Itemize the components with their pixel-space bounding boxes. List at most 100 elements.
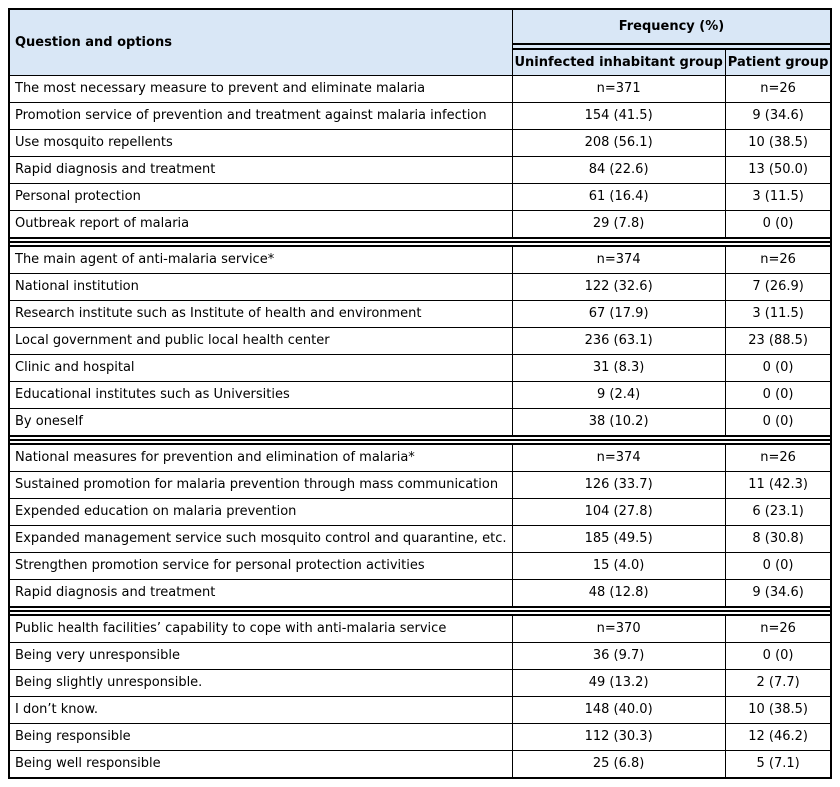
section-separator-row	[8, 606, 832, 616]
option-row: Educational institutes such as Universit…	[8, 381, 832, 409]
option-row: Strengthen promotion service for persona…	[8, 552, 832, 580]
option-label-cell: Being well responsible	[8, 750, 513, 779]
option-row: Being responsible 112 (30.3) 12 (46.2)	[8, 723, 832, 751]
patient-n-cell: n=26	[724, 245, 832, 274]
patient-group-header: Patient group	[724, 48, 832, 76]
uninfected-value-cell: 208 (56.1)	[511, 129, 726, 157]
uninfected-n-cell: n=371	[511, 75, 726, 103]
option-label-cell: Local government and public local health…	[8, 327, 513, 355]
option-row: Rapid diagnosis and treatment 84 (22.6) 13…	[8, 156, 832, 184]
uninfected-value-cell: 29 (7.8)	[511, 210, 726, 239]
option-label-cell: Being very unresponsible	[8, 642, 513, 670]
option-row: Research institute such as Institute of …	[8, 300, 832, 328]
header-double-line-spacer	[9, 43, 832, 50]
option-row: Promotion service of prevention and trea…	[8, 102, 832, 130]
option-row: Local government and public local health…	[8, 327, 832, 355]
section-title-cell: The main agent of anti-malaria service*	[8, 245, 513, 274]
option-label-cell: Being responsible	[8, 723, 513, 751]
option-row: Expended education on malaria prevention…	[8, 498, 832, 526]
patient-value-cell: 3 (11.5)	[724, 183, 832, 211]
patient-n-cell: n=26	[724, 614, 832, 643]
patient-value-cell: 5 (7.1)	[724, 750, 832, 779]
patient-value-cell: 9 (34.6)	[724, 102, 832, 130]
uninfected-value-cell: 48 (12.8)	[511, 579, 726, 608]
patient-value-cell: 3 (11.5)	[724, 300, 832, 328]
uninfected-value-cell: 154 (41.5)	[511, 102, 726, 130]
option-label-cell: Use mosquito repellents	[8, 129, 513, 157]
section-separator-cell	[8, 237, 832, 247]
uninfected-value-cell: 236 (63.1)	[511, 327, 726, 355]
frequency-header: Frequency (%)	[511, 8, 832, 45]
patient-n-cell: n=26	[724, 75, 832, 103]
uninfected-value-cell: 67 (17.9)	[511, 300, 726, 328]
separator-line	[10, 439, 831, 441]
option-label-cell: Clinic and hospital	[8, 354, 513, 382]
uninfected-value-cell: 49 (13.2)	[511, 669, 726, 697]
option-label-cell: Promotion service of prevention and trea…	[8, 102, 513, 130]
section-separator-row	[8, 435, 832, 445]
patient-value-cell: 0 (0)	[724, 552, 832, 580]
option-row: By oneself 38 (10.2) 0 (0)	[8, 408, 832, 437]
option-row: Clinic and hospital 31 (8.3) 0 (0)	[8, 354, 832, 382]
uninfected-value-cell: 15 (4.0)	[511, 552, 726, 580]
uninfected-value-cell: 61 (16.4)	[511, 183, 726, 211]
uninfected-n-cell: n=370	[511, 614, 726, 643]
uninfected-value-cell: 31 (8.3)	[511, 354, 726, 382]
option-row: Outbreak report of malaria 29 (7.8) 0 (0)	[8, 210, 832, 239]
separator-line	[10, 610, 831, 612]
header-spacer-cell	[511, 43, 832, 50]
option-label-cell: Expanded management service such mosquit…	[8, 525, 513, 553]
option-row: Use mosquito repellents 208 (56.1) 10 (38.…	[8, 129, 832, 157]
option-row: National institution 122 (32.6) 7 (26.9)	[8, 273, 832, 301]
option-row: Being well responsible 25 (6.8) 5 (7.1)	[8, 750, 832, 779]
option-label-cell: Educational institutes such as Universit…	[8, 381, 513, 409]
uninfected-value-cell: 122 (32.6)	[511, 273, 726, 301]
uninfected-value-cell: 36 (9.7)	[511, 642, 726, 670]
patient-value-cell: 23 (88.5)	[724, 327, 832, 355]
option-row: Being slightly unresponsible. 49 (13.2) 2 …	[8, 669, 832, 697]
uninfected-n-cell: n=374	[511, 245, 726, 274]
patient-value-cell: 13 (50.0)	[724, 156, 832, 184]
uninfected-value-cell: 126 (33.7)	[511, 471, 726, 499]
uninfected-value-cell: 148 (40.0)	[511, 696, 726, 724]
patient-value-cell: 6 (23.1)	[724, 498, 832, 526]
patient-value-cell: 0 (0)	[724, 408, 832, 437]
section-title-row: National measures for prevention and eli…	[8, 443, 832, 472]
survey-table: Question and options Frequency (%) Uninf…	[8, 8, 833, 779]
section-title-cell: National measures for prevention and eli…	[8, 443, 513, 472]
table-header: Question and options Frequency (%) Uninf…	[8, 8, 832, 76]
option-row: Being very unresponsible 36 (9.7) 0 (0)	[8, 642, 832, 670]
patient-value-cell: 7 (26.9)	[724, 273, 832, 301]
option-row: Expanded management service such mosquit…	[8, 525, 832, 553]
option-label-cell: Personal protection	[8, 183, 513, 211]
option-label-cell: Sustained promotion for malaria preventi…	[8, 471, 513, 499]
option-label-cell: Research institute such as Institute of …	[8, 300, 513, 328]
option-label-cell: National institution	[8, 273, 513, 301]
patient-value-cell: 0 (0)	[724, 381, 832, 409]
option-label-cell: Outbreak report of malaria	[8, 210, 513, 239]
patient-value-cell: 2 (7.7)	[724, 669, 832, 697]
uninfected-n-cell: n=374	[511, 443, 726, 472]
option-label-cell: Rapid diagnosis and treatment	[8, 579, 513, 608]
option-label-cell: Expended education on malaria prevention	[8, 498, 513, 526]
section-separator-cell	[8, 606, 832, 616]
option-row: Sustained promotion for malaria preventi…	[8, 471, 832, 499]
section-separator-row	[8, 237, 832, 247]
uninfected-group-header: Uninfected inhabitant group	[511, 48, 726, 76]
option-label-cell: Strengthen promotion service for persona…	[8, 552, 513, 580]
uninfected-value-cell: 9 (2.4)	[511, 381, 726, 409]
patient-value-cell: 0 (0)	[724, 642, 832, 670]
patient-value-cell: 8 (30.8)	[724, 525, 832, 553]
section-title-row: Public health facilities’ capability to …	[8, 614, 832, 643]
patient-value-cell: 9 (34.6)	[724, 579, 832, 608]
patient-n-cell: n=26	[724, 443, 832, 472]
option-label-cell: By oneself	[8, 408, 513, 437]
option-label-cell: I don’t know.	[8, 696, 513, 724]
uninfected-value-cell: 185 (49.5)	[511, 525, 726, 553]
option-row: I don’t know. 148 (40.0) 10 (38.5)	[8, 696, 832, 724]
patient-value-cell: 11 (42.3)	[724, 471, 832, 499]
option-label-cell: Rapid diagnosis and treatment	[8, 156, 513, 184]
patient-value-cell: 12 (46.2)	[724, 723, 832, 751]
option-row: Rapid diagnosis and treatment 48 (12.8) 9 …	[8, 579, 832, 608]
